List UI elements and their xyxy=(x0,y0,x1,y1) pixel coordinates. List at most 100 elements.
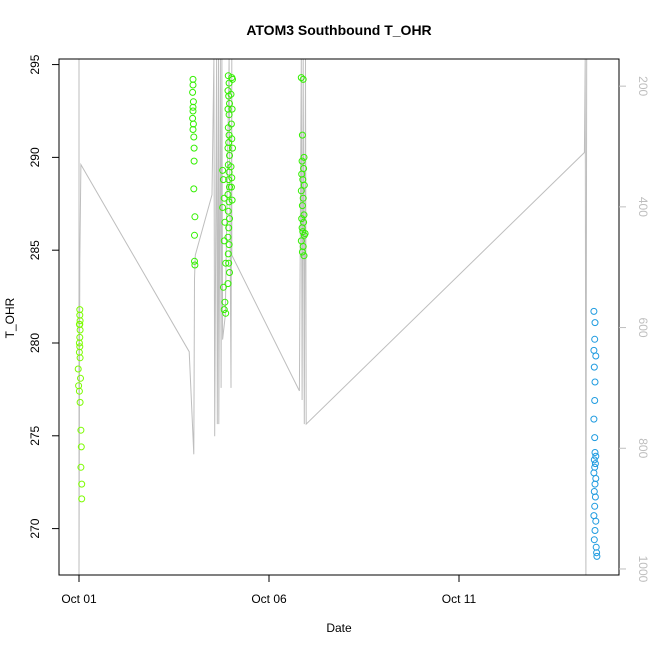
data-point xyxy=(219,204,227,211)
data-point xyxy=(298,215,306,223)
data-point xyxy=(591,449,599,456)
data-point xyxy=(224,233,232,241)
data-point xyxy=(227,90,235,98)
data-point xyxy=(297,74,305,82)
data-point xyxy=(592,517,600,525)
y-tick-label: 295 xyxy=(28,54,42,74)
data-point xyxy=(590,469,598,477)
right-tick-label: 200 xyxy=(636,76,650,96)
data-point xyxy=(225,111,233,119)
data-point xyxy=(226,269,233,276)
data-point xyxy=(590,415,598,423)
data-point xyxy=(226,215,233,223)
data-point xyxy=(189,107,197,115)
y-axis-label: T_OHR xyxy=(3,297,17,338)
data-point xyxy=(299,194,307,202)
data-point xyxy=(191,261,199,269)
data-point xyxy=(593,549,601,557)
data-point xyxy=(189,98,197,106)
overlay-line-group xyxy=(78,58,588,576)
data-point xyxy=(74,365,82,373)
data-point xyxy=(590,536,598,544)
data-point xyxy=(300,153,308,161)
data-point xyxy=(298,131,306,139)
data-point xyxy=(300,211,308,219)
data-point xyxy=(189,81,197,89)
data-point xyxy=(76,317,84,325)
data-point xyxy=(227,120,235,128)
data-point xyxy=(590,363,598,371)
data-point xyxy=(220,237,228,245)
data-point xyxy=(228,135,236,143)
data-point xyxy=(591,460,599,468)
data-point xyxy=(225,92,233,100)
right-axis: 200 400 600 800 1000 xyxy=(619,76,650,583)
y-tick-label: 280 xyxy=(28,333,42,353)
data-point xyxy=(219,283,227,291)
data-point xyxy=(591,480,599,488)
x-tick-label: Oct 06 xyxy=(251,592,287,606)
data-point xyxy=(224,191,232,198)
data-point xyxy=(225,224,233,232)
data-point xyxy=(591,319,599,327)
data-point xyxy=(75,387,83,395)
x-tick-label: Oct 11 xyxy=(442,592,477,606)
data-point xyxy=(221,218,229,226)
data-point xyxy=(298,157,306,165)
data-point xyxy=(191,213,199,221)
y-axis: 270 275 280 285 290 295 xyxy=(28,54,59,539)
plot-area-border xyxy=(58,58,620,576)
data-point xyxy=(592,452,600,460)
data-point xyxy=(219,166,227,174)
data-point xyxy=(224,207,232,215)
data-point xyxy=(227,163,235,171)
data-point xyxy=(189,114,197,122)
data-point xyxy=(591,335,599,343)
data-point xyxy=(222,259,230,267)
overlay-line xyxy=(78,58,588,576)
data-point xyxy=(77,426,85,434)
data-point xyxy=(191,257,198,265)
right-tick-label: 800 xyxy=(636,438,650,458)
y-tick-label: 270 xyxy=(28,518,42,538)
x-tick-label: Oct 01 xyxy=(61,592,97,606)
data-point xyxy=(298,202,306,210)
data-point xyxy=(229,75,236,83)
data-point xyxy=(76,398,84,406)
data-point xyxy=(591,397,599,404)
data-point xyxy=(228,196,236,204)
chart-title: ATOM3 Southbound T_OHR xyxy=(246,22,431,38)
data-point xyxy=(225,241,233,249)
data-point xyxy=(593,552,601,560)
data-point xyxy=(75,320,83,328)
data-point xyxy=(77,374,84,382)
data-point xyxy=(226,183,233,191)
data-point xyxy=(224,250,232,258)
y-tick-label: 290 xyxy=(28,147,42,167)
data-point xyxy=(591,463,599,471)
data-point xyxy=(301,230,309,237)
data-point xyxy=(76,354,84,362)
data-point xyxy=(224,144,232,152)
data-point xyxy=(299,228,307,236)
data-point xyxy=(591,493,599,501)
data-point xyxy=(190,185,198,193)
data-point xyxy=(225,259,233,267)
data-point xyxy=(590,346,598,354)
data-point xyxy=(591,378,599,386)
data-point xyxy=(220,194,228,202)
x-axis-label: Date xyxy=(326,621,352,635)
data-point xyxy=(77,443,85,451)
data-point xyxy=(77,463,85,471)
data-point xyxy=(219,176,227,184)
data-point xyxy=(300,181,308,189)
data-point xyxy=(298,248,306,256)
data-point xyxy=(189,126,197,133)
data-point xyxy=(222,309,230,317)
data-point xyxy=(592,475,600,482)
right-tick-label: 1000 xyxy=(636,556,650,583)
right-tick-label: 400 xyxy=(636,197,650,217)
data-point xyxy=(228,174,236,182)
data-point xyxy=(78,480,86,488)
